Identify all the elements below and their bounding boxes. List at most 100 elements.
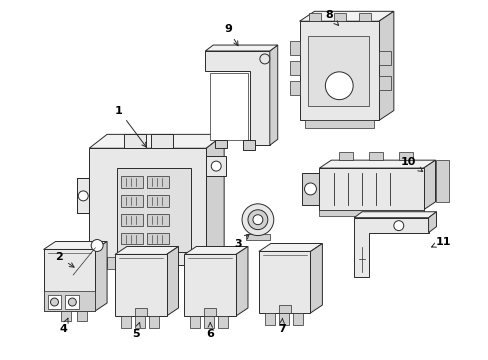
Bar <box>89 148 206 265</box>
Bar <box>47 295 61 309</box>
Polygon shape <box>236 247 247 316</box>
Circle shape <box>304 183 316 195</box>
Bar <box>121 257 131 269</box>
Bar <box>309 13 321 21</box>
Bar <box>77 178 89 213</box>
Polygon shape <box>206 156 225 176</box>
Polygon shape <box>423 160 435 210</box>
Circle shape <box>325 72 352 100</box>
Bar <box>368 152 382 160</box>
Bar <box>148 257 158 269</box>
Bar <box>121 176 142 188</box>
Bar <box>307 36 368 105</box>
Bar <box>292 313 302 325</box>
Bar <box>135 308 146 316</box>
Bar <box>319 168 423 210</box>
Bar <box>146 214 168 226</box>
Bar <box>204 308 216 316</box>
Bar <box>107 257 117 269</box>
Bar <box>121 195 142 207</box>
Circle shape <box>211 161 221 171</box>
Polygon shape <box>310 243 322 313</box>
Polygon shape <box>205 45 277 51</box>
Text: 3: 3 <box>234 234 248 249</box>
Circle shape <box>68 298 76 306</box>
Bar <box>210 73 247 140</box>
Bar <box>190 316 200 328</box>
Bar <box>115 255 166 316</box>
Bar <box>398 152 412 160</box>
Circle shape <box>247 210 267 230</box>
Bar <box>146 233 168 244</box>
Bar <box>123 134 145 148</box>
Text: 7: 7 <box>277 318 285 334</box>
Bar <box>218 316 228 328</box>
Polygon shape <box>427 212 436 233</box>
Circle shape <box>91 239 103 251</box>
Bar <box>334 13 346 21</box>
Bar <box>289 81 299 95</box>
Polygon shape <box>206 134 224 265</box>
Polygon shape <box>205 51 269 145</box>
Circle shape <box>259 54 269 64</box>
Bar <box>304 121 373 129</box>
Bar <box>264 313 274 325</box>
Text: 5: 5 <box>132 323 140 339</box>
Text: 6: 6 <box>206 323 214 339</box>
Bar <box>61 311 71 321</box>
Polygon shape <box>95 242 107 311</box>
Bar <box>163 257 172 269</box>
Bar <box>258 251 310 313</box>
Polygon shape <box>299 11 393 21</box>
Bar <box>319 210 423 216</box>
Bar <box>299 21 378 121</box>
Text: 2: 2 <box>56 252 74 267</box>
Text: 8: 8 <box>325 10 338 26</box>
Bar <box>77 178 89 213</box>
Bar <box>184 255 236 316</box>
Bar <box>135 316 144 328</box>
Polygon shape <box>319 160 435 168</box>
Bar <box>435 160 448 202</box>
Circle shape <box>78 191 88 201</box>
Text: 10: 10 <box>400 157 422 171</box>
Circle shape <box>50 298 59 306</box>
Bar <box>121 214 142 226</box>
Bar <box>278 305 290 313</box>
Bar <box>245 234 269 239</box>
Bar <box>148 316 158 328</box>
Bar <box>289 41 299 55</box>
Polygon shape <box>378 11 393 121</box>
Bar <box>77 311 87 321</box>
Bar <box>150 134 172 148</box>
Bar <box>278 313 288 325</box>
Polygon shape <box>184 247 247 255</box>
Polygon shape <box>43 242 107 249</box>
Bar <box>378 76 390 90</box>
Bar <box>43 249 95 311</box>
Polygon shape <box>115 247 178 255</box>
Polygon shape <box>166 247 178 316</box>
Circle shape <box>242 204 273 235</box>
Bar <box>204 316 214 328</box>
Polygon shape <box>353 218 427 277</box>
Bar <box>243 140 254 150</box>
Polygon shape <box>269 45 277 145</box>
Bar <box>339 152 352 160</box>
Circle shape <box>252 215 263 225</box>
Bar <box>146 176 168 188</box>
Polygon shape <box>89 134 224 148</box>
Text: 4: 4 <box>60 318 68 334</box>
Text: 9: 9 <box>224 24 238 46</box>
Bar <box>358 13 370 21</box>
Bar <box>135 257 144 269</box>
Bar <box>65 295 79 309</box>
Text: 1: 1 <box>115 105 146 147</box>
Polygon shape <box>258 243 322 251</box>
Bar <box>121 316 131 328</box>
Polygon shape <box>353 212 436 218</box>
Text: 11: 11 <box>430 237 450 247</box>
Polygon shape <box>301 173 319 205</box>
Bar <box>146 195 168 207</box>
Bar <box>43 291 95 311</box>
